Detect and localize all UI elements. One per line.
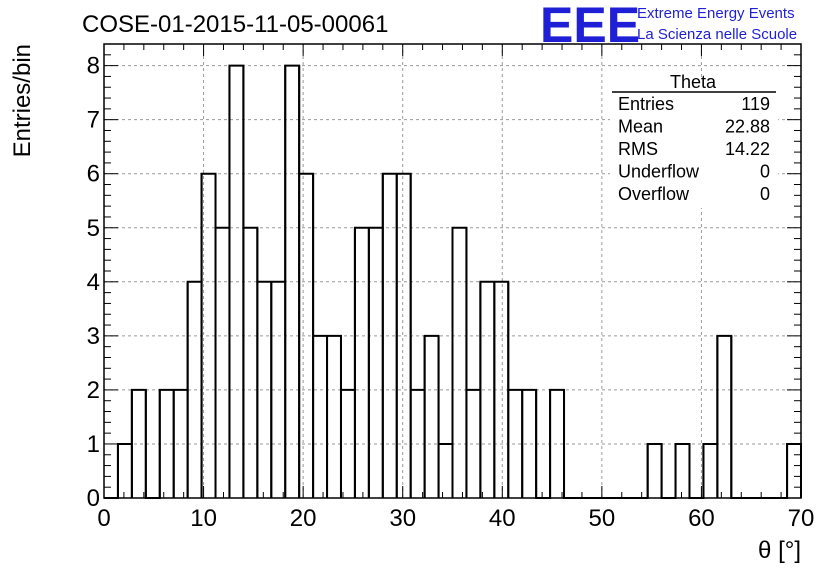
y-tick-label: 5 <box>87 215 100 242</box>
stats-row-label: Overflow <box>618 184 690 204</box>
stats-box: Theta Entries 119 Mean 22.88 RMS 14.22 Underfl… <box>610 72 778 208</box>
x-tick-label: 60 <box>688 505 715 532</box>
y-tick-label: 4 <box>87 269 100 296</box>
y-axis-label: Entries/bin <box>9 44 36 157</box>
stats-box-bg <box>610 80 778 208</box>
stats-row-label: Mean <box>618 117 663 137</box>
stats-row-value: 14.22 <box>725 139 770 159</box>
stats-row-value: 22.88 <box>725 117 770 137</box>
stats-title: Theta <box>670 72 717 92</box>
stats-row-value: 0 <box>760 184 770 204</box>
axis-ticks: 0 10 20 30 40 50 60 70 0 1 2 3 4 5 6 7 8 <box>87 43 815 532</box>
y-tick-label: 2 <box>87 377 100 404</box>
eee-logo-line2: La Scienza nelle Scuole <box>637 26 797 43</box>
stats-row-label: Entries <box>618 94 674 114</box>
y-tick-label: 8 <box>87 53 100 80</box>
y-tick-label: 1 <box>87 431 100 458</box>
x-tick-label: 40 <box>489 505 516 532</box>
x-tick-label: 30 <box>389 505 416 532</box>
x-tick-label: 20 <box>290 505 317 532</box>
histogram-bars <box>104 64 802 499</box>
stats-row-value: 0 <box>760 162 770 182</box>
y-tick-label: 0 <box>87 485 100 512</box>
stats-row-value: 119 <box>741 94 770 114</box>
y-tick-label: 7 <box>87 107 100 134</box>
eee-logo-mark: EEE <box>540 0 640 53</box>
x-tick-label: 70 <box>788 505 815 532</box>
x-axis-label: θ [°] <box>758 537 801 564</box>
stats-row-label: RMS <box>618 139 658 159</box>
eee-logo: EEE Extreme Energy Events La Scienza nel… <box>540 0 797 53</box>
eee-logo-line1: Extreme Energy Events <box>637 5 795 22</box>
x-tick-label: 0 <box>97 505 110 532</box>
chart-title: COSE-01-2015-11-05-00061 <box>82 11 388 38</box>
x-tick-label: 50 <box>589 505 616 532</box>
y-tick-label: 3 <box>87 323 100 350</box>
x-tick-label: 10 <box>190 505 217 532</box>
stats-row-label: Underflow <box>618 162 700 182</box>
y-tick-label: 6 <box>87 161 100 188</box>
